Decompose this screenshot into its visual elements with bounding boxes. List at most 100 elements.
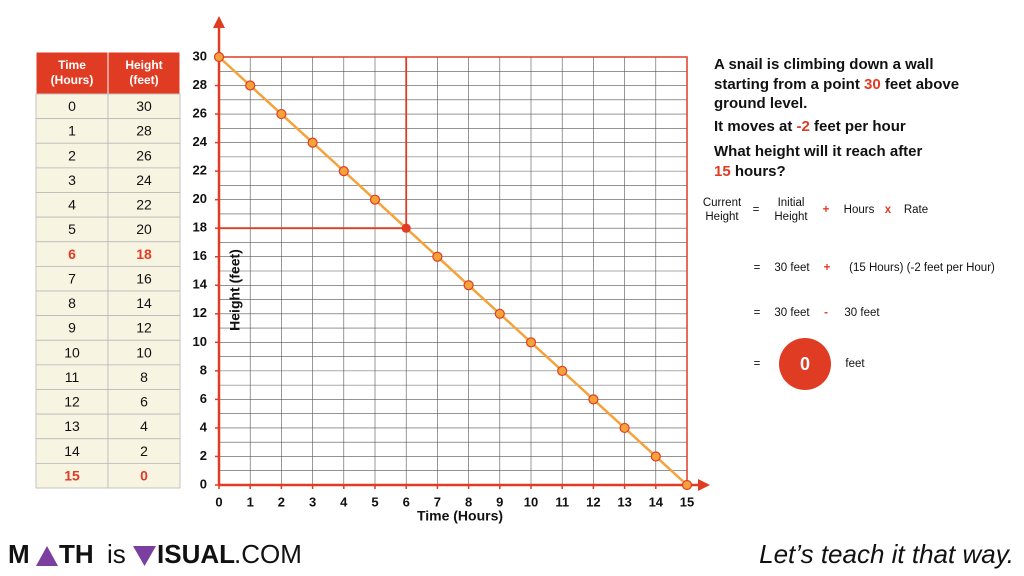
cell	[107, 216, 181, 243]
y-tick-label: 2	[200, 448, 207, 463]
y-tick-label: 26	[193, 106, 207, 121]
cell-text: 20	[136, 221, 152, 237]
cell	[107, 118, 181, 144]
cell	[35, 93, 109, 120]
point	[463, 280, 474, 291]
cell	[35, 438, 109, 464]
text: starting from a point	[714, 76, 864, 93]
cell-text: 16	[136, 270, 152, 286]
cell-text: 6	[140, 394, 148, 410]
logo-text: .COM	[234, 539, 302, 569]
cell-text: 8	[68, 295, 76, 311]
text: 15	[714, 163, 731, 180]
cell-text: 10	[64, 344, 80, 360]
x-tick-label: 8	[465, 494, 472, 509]
cell-text: 11	[65, 369, 80, 385]
eq-text: Initial	[778, 197, 805, 209]
point	[307, 137, 318, 148]
logo-text: TH	[59, 539, 94, 569]
eq-sign: =	[754, 307, 761, 319]
point	[557, 365, 568, 376]
x-tick-label: 5	[371, 494, 378, 509]
logo-triangle	[36, 546, 58, 566]
cell	[107, 192, 181, 218]
cell-text: 15	[64, 467, 80, 483]
header-cell	[35, 51, 109, 95]
cell	[107, 339, 181, 366]
point	[432, 251, 443, 262]
header-text: (feet)	[129, 73, 158, 87]
point	[494, 308, 505, 319]
text: 30	[864, 76, 881, 93]
answer: 0	[800, 354, 810, 374]
x-tick-label: 1	[247, 494, 254, 509]
eq-text: Height	[705, 211, 739, 223]
cell-text: 2	[68, 147, 76, 163]
problem-text: A snail is climbing down a wall starting…	[714, 56, 959, 180]
y-tick-label: 30	[193, 48, 207, 63]
cell-text: 4	[140, 418, 148, 434]
y-tick-label: 18	[193, 220, 207, 235]
point	[401, 223, 411, 233]
cell	[35, 413, 109, 440]
plot-frame	[219, 56, 688, 485]
point	[338, 166, 349, 177]
header-text: (Hours)	[51, 73, 94, 87]
cell-text: 8	[140, 369, 148, 385]
cell	[107, 315, 181, 341]
x-axis-label: Time (Hours)	[417, 508, 503, 524]
eq-op: +	[824, 262, 831, 274]
y-tick-label: 4	[200, 419, 208, 434]
cell-text: 6	[68, 246, 76, 262]
line	[218, 56, 688, 486]
eq-text: 30 feet	[774, 262, 810, 274]
eq-text: 30 feet	[844, 307, 880, 319]
cell-text: 18	[136, 246, 152, 262]
cell	[107, 241, 181, 267]
text: A snail is climbing down a wall	[714, 56, 934, 73]
point	[650, 451, 661, 462]
cell	[35, 315, 109, 341]
y-tick-label: 20	[193, 191, 207, 206]
cell-text: 0	[140, 467, 148, 483]
cell-text: 5	[68, 221, 76, 237]
cell-text: 24	[136, 172, 152, 188]
y-tick-label: 8	[200, 362, 207, 377]
cell-text: 3	[68, 172, 76, 188]
problem-line: A snail is climbing down a wall	[714, 56, 934, 73]
problem-line: starting from a point 30 feet above	[714, 76, 959, 93]
cell	[107, 290, 181, 317]
cell-text: 9	[68, 320, 76, 336]
eq-text: Height	[774, 211, 808, 223]
eq-op: +	[823, 204, 830, 216]
cell	[107, 142, 181, 169]
cell-text: 30	[136, 98, 152, 114]
eq-op: x	[885, 204, 892, 216]
y-axis-label: Height (feet)	[227, 249, 243, 331]
cell-text: 0	[68, 98, 76, 114]
answer-circle	[779, 338, 831, 390]
x-tick-label: 4	[340, 494, 348, 509]
problem-line: What height will it reach after	[714, 143, 923, 160]
logo-text: is	[107, 539, 126, 569]
x-tick-label: 14	[649, 494, 664, 509]
cell	[107, 462, 181, 489]
cell-text: 12	[136, 320, 152, 336]
problem-line: 15 hours?	[714, 163, 786, 180]
eq-sign: =	[754, 358, 761, 370]
eq-text: feet	[845, 358, 865, 370]
tagline: Let’s teach it that way.	[759, 539, 1014, 569]
y-tick-label: 16	[193, 248, 207, 263]
logo-text: M	[8, 539, 30, 569]
cell-text: 22	[136, 197, 152, 213]
x-tick-label: 3	[309, 494, 316, 509]
cell	[107, 93, 181, 120]
y-tick-label: 14	[193, 277, 208, 292]
point	[276, 108, 287, 120]
text: hours?	[731, 163, 786, 180]
cell-text: 13	[64, 418, 80, 434]
cell-text: 1	[68, 123, 76, 139]
cell	[107, 389, 181, 415]
point	[619, 422, 630, 434]
problem-line: ground level.	[714, 95, 807, 112]
